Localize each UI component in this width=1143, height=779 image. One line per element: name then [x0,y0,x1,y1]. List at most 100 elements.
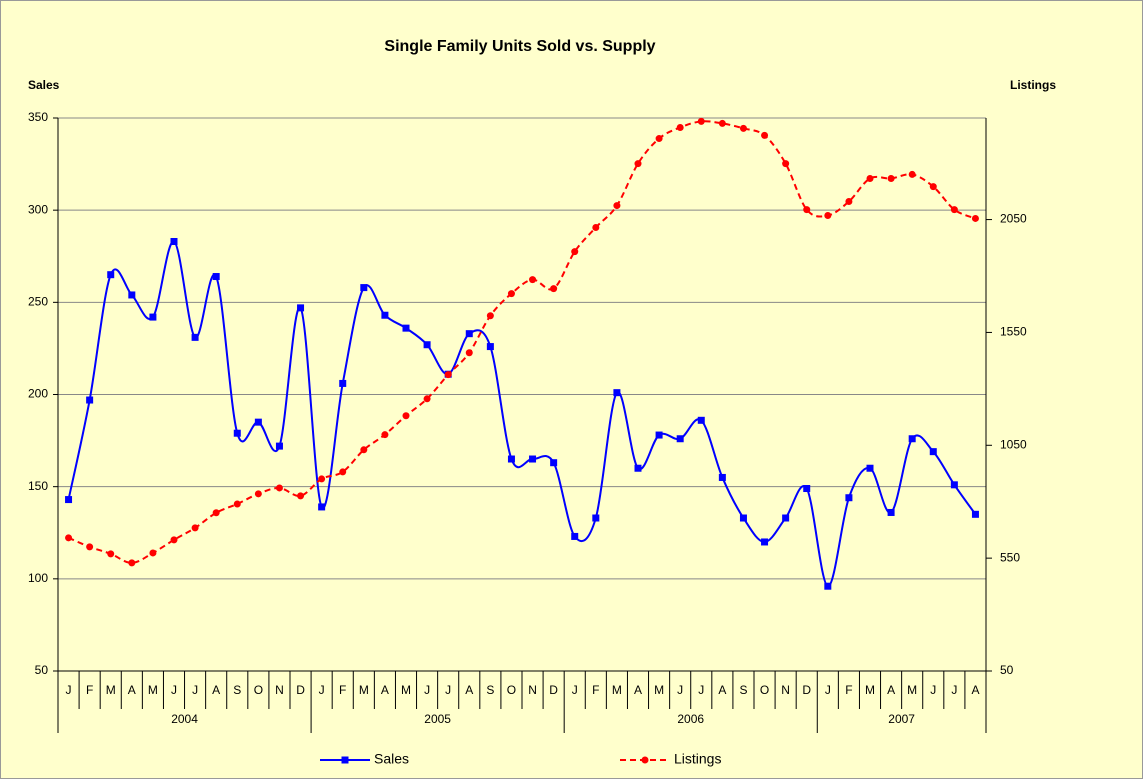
series-marker [676,123,684,131]
x-tick-label: M [148,683,158,697]
series-marker [887,508,895,516]
series-marker [107,550,115,558]
series-line [67,240,977,588]
legend-label: Sales [374,751,409,767]
y2-tick-label: 50 [1000,663,1014,677]
y2-tick-label: 550 [1000,550,1020,564]
series-marker [275,484,283,492]
series-marker [381,431,389,439]
x-tick-label: F [592,683,599,697]
series-marker [507,455,515,463]
y-tick-label: 50 [35,663,49,677]
y-tick-label: 150 [28,479,48,493]
series-marker [423,341,431,349]
series-marker [149,313,157,321]
x-tick-label: N [275,683,284,697]
x-tick-label: M [401,683,411,697]
x-tick-label: O [254,683,263,697]
series-marker [297,304,305,312]
series-marker [149,549,157,557]
series-marker [739,124,747,132]
chart-title: Single Family Units Sold vs. Supply [384,38,655,55]
series-marker [444,371,452,379]
series-marker [212,509,220,517]
y-axis-label: Sales [28,78,60,92]
series-marker [65,496,73,504]
series-marker [718,119,726,127]
series-marker [360,446,368,454]
series-marker [86,543,94,551]
series-marker [65,534,73,542]
series-marker [191,524,199,532]
series-marker [634,464,642,472]
series-marker [128,559,136,567]
x-tick-label: S [486,683,494,697]
series-marker [550,459,558,467]
series-marker [360,284,368,292]
y2-tick-label: 2050 [1000,212,1027,226]
series-marker [318,475,326,483]
series-marker [191,333,199,341]
x-tick-label: M [654,683,664,697]
x-tick-label: A [212,683,220,697]
x-tick-label: A [381,683,389,697]
series-marker [254,418,262,426]
x-tick-label: A [128,683,136,697]
x-tick-label: F [845,683,852,697]
series-marker [107,271,115,279]
series-marker [128,291,136,299]
series-marker [845,494,853,502]
y-tick-label: 100 [28,571,48,585]
x-tick-label: D [549,683,558,697]
group-label: 2007 [888,712,915,726]
x-tick-label: J [698,683,704,697]
x-tick-label: J [572,683,578,697]
x-tick-label: J [930,683,936,697]
series-marker [908,170,916,178]
x-tick-label: N [781,683,790,697]
series-marker [571,248,579,256]
series-marker [866,174,874,182]
series-marker [803,206,811,214]
series-marker [676,435,684,443]
x-tick-label: J [192,683,198,697]
x-tick-label: A [971,683,979,697]
x-tick-label: M [359,683,369,697]
series-marker [402,412,410,420]
series-marker [465,349,473,357]
series-marker [971,214,979,222]
series-marker [465,330,473,338]
series-marker [592,223,600,231]
series-marker [824,582,832,590]
group-label: 2004 [171,712,198,726]
series-marker [550,285,558,293]
series-marker [275,442,283,450]
x-tick-label: O [507,683,516,697]
series-marker [887,174,895,182]
legend-label: Listings [674,751,721,767]
series-marker [381,311,389,319]
series-marker [486,312,494,320]
group-label: 2005 [424,712,451,726]
series-marker [782,160,790,168]
x-tick-label: J [424,683,430,697]
x-tick-label: A [465,683,473,697]
x-tick-label: J [445,683,451,697]
series-marker [297,492,305,500]
series-marker [233,500,241,508]
series-marker [318,503,326,511]
x-tick-label: J [677,683,683,697]
x-tick-label: A [634,683,642,697]
series-marker [655,431,663,439]
x-tick-label: S [739,683,747,697]
series-marker [634,160,642,168]
series-marker [971,510,979,518]
series-marker [233,429,241,437]
series-marker [655,135,663,143]
series-marker [212,273,220,281]
x-tick-label: A [887,683,895,697]
series-marker [845,198,853,206]
x-tick-label: D [802,683,811,697]
